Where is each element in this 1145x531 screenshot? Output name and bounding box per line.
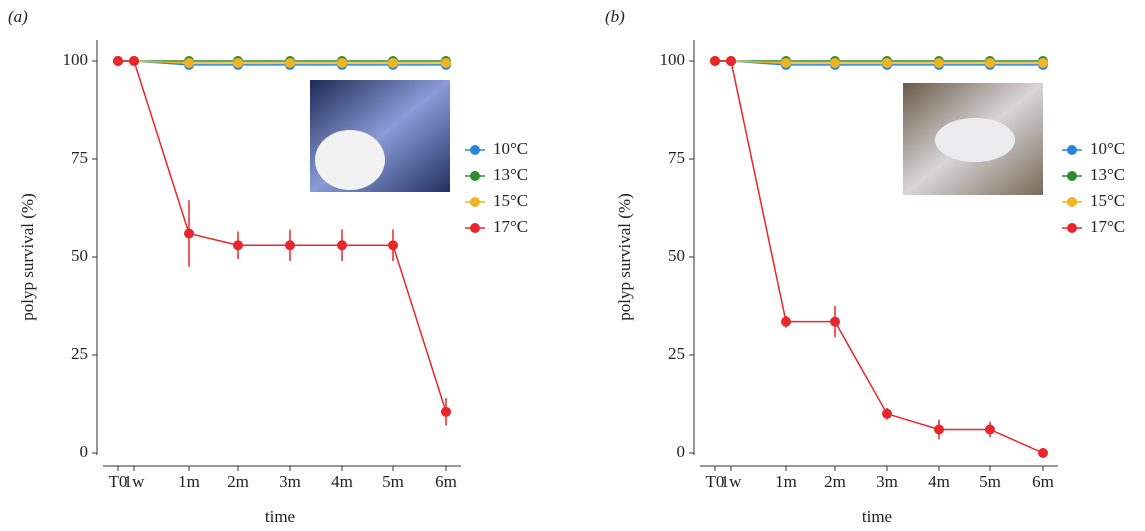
legend-label: 10°C — [493, 139, 528, 158]
y-axis-label: polyp survival (%) — [18, 193, 37, 320]
legend-marker — [470, 223, 480, 233]
data-point — [830, 57, 840, 68]
x-axis-label: time — [265, 507, 295, 526]
y-tick-label: 75 — [71, 148, 88, 167]
data-point — [934, 424, 944, 435]
x-tick-label: 1w — [721, 472, 743, 491]
x-tick-label: 1w — [124, 472, 146, 491]
data-point — [388, 240, 398, 251]
x-axis-label: time — [862, 507, 892, 526]
data-point — [233, 240, 243, 251]
data-point — [337, 240, 347, 251]
x-tick-label: 1m — [775, 472, 797, 491]
x-tick-label: 6m — [1032, 472, 1054, 491]
y-tick-label: 0 — [80, 442, 89, 461]
data-point — [882, 57, 892, 68]
legend-label: 17°C — [1090, 217, 1125, 236]
legend-label: 10°C — [1090, 139, 1125, 158]
legend-label: 13°C — [1090, 165, 1125, 184]
y-tick-label: 50 — [71, 246, 88, 265]
data-point — [985, 424, 995, 435]
legend-marker — [1067, 145, 1077, 155]
data-point — [184, 228, 194, 239]
data-point — [113, 56, 123, 66]
legend-marker — [1067, 197, 1077, 207]
data-point — [233, 57, 243, 68]
x-tick-label: 6m — [435, 472, 457, 491]
legend-marker — [470, 171, 480, 181]
x-tick-label: T0 — [109, 472, 128, 491]
panel-label: (b) — [605, 7, 625, 26]
x-tick-label: 3m — [876, 472, 898, 491]
legend-marker — [1067, 171, 1077, 181]
data-point — [441, 57, 451, 68]
data-point — [441, 406, 451, 417]
data-point — [1038, 57, 1048, 68]
x-tick-label: 2m — [227, 472, 249, 491]
data-point — [710, 56, 720, 66]
legend-marker — [470, 145, 480, 155]
x-tick-label: 4m — [331, 472, 353, 491]
legend-label: 15°C — [493, 191, 528, 210]
series-line — [118, 60, 446, 64]
legend-label: 13°C — [493, 165, 528, 184]
data-point — [830, 316, 840, 327]
y-tick-label: 25 — [668, 344, 685, 363]
data-point — [781, 316, 791, 327]
series-line — [118, 60, 447, 413]
legend-label: 15°C — [1090, 191, 1125, 210]
y-axis-label: polyp survival (%) — [615, 193, 634, 320]
data-point — [934, 57, 944, 68]
x-tick-label: 3m — [279, 472, 301, 491]
data-point — [388, 57, 398, 68]
x-tick-label: 5m — [979, 472, 1001, 491]
legend-marker — [470, 197, 480, 207]
data-point — [285, 240, 295, 251]
panel-label: (a) — [8, 7, 28, 26]
data-point — [985, 57, 995, 68]
y-tick-label: 100 — [660, 50, 686, 69]
y-tick-label: 0 — [677, 442, 686, 461]
x-tick-label: 4m — [928, 472, 950, 491]
data-point — [1038, 448, 1048, 458]
data-point — [882, 408, 892, 419]
inset-photo-detail — [935, 118, 1015, 162]
legend-marker — [1067, 223, 1077, 233]
x-tick-label: 5m — [382, 472, 404, 491]
y-tick-label: 75 — [668, 148, 685, 167]
x-tick-label: 1m — [178, 472, 200, 491]
data-point — [337, 57, 347, 68]
data-point — [129, 56, 139, 66]
x-tick-label: T0 — [706, 472, 725, 491]
series-line — [715, 60, 1044, 454]
data-point — [285, 57, 295, 68]
y-tick-label: 100 — [63, 50, 89, 69]
series-line — [715, 60, 1043, 64]
x-tick-label: 2m — [824, 472, 846, 491]
data-point — [781, 57, 791, 68]
y-tick-label: 50 — [668, 246, 685, 265]
legend-label: 17°C — [493, 217, 528, 236]
data-point — [726, 56, 736, 66]
inset-photo-detail — [315, 130, 385, 190]
data-point — [184, 57, 194, 68]
y-tick-label: 25 — [71, 344, 88, 363]
